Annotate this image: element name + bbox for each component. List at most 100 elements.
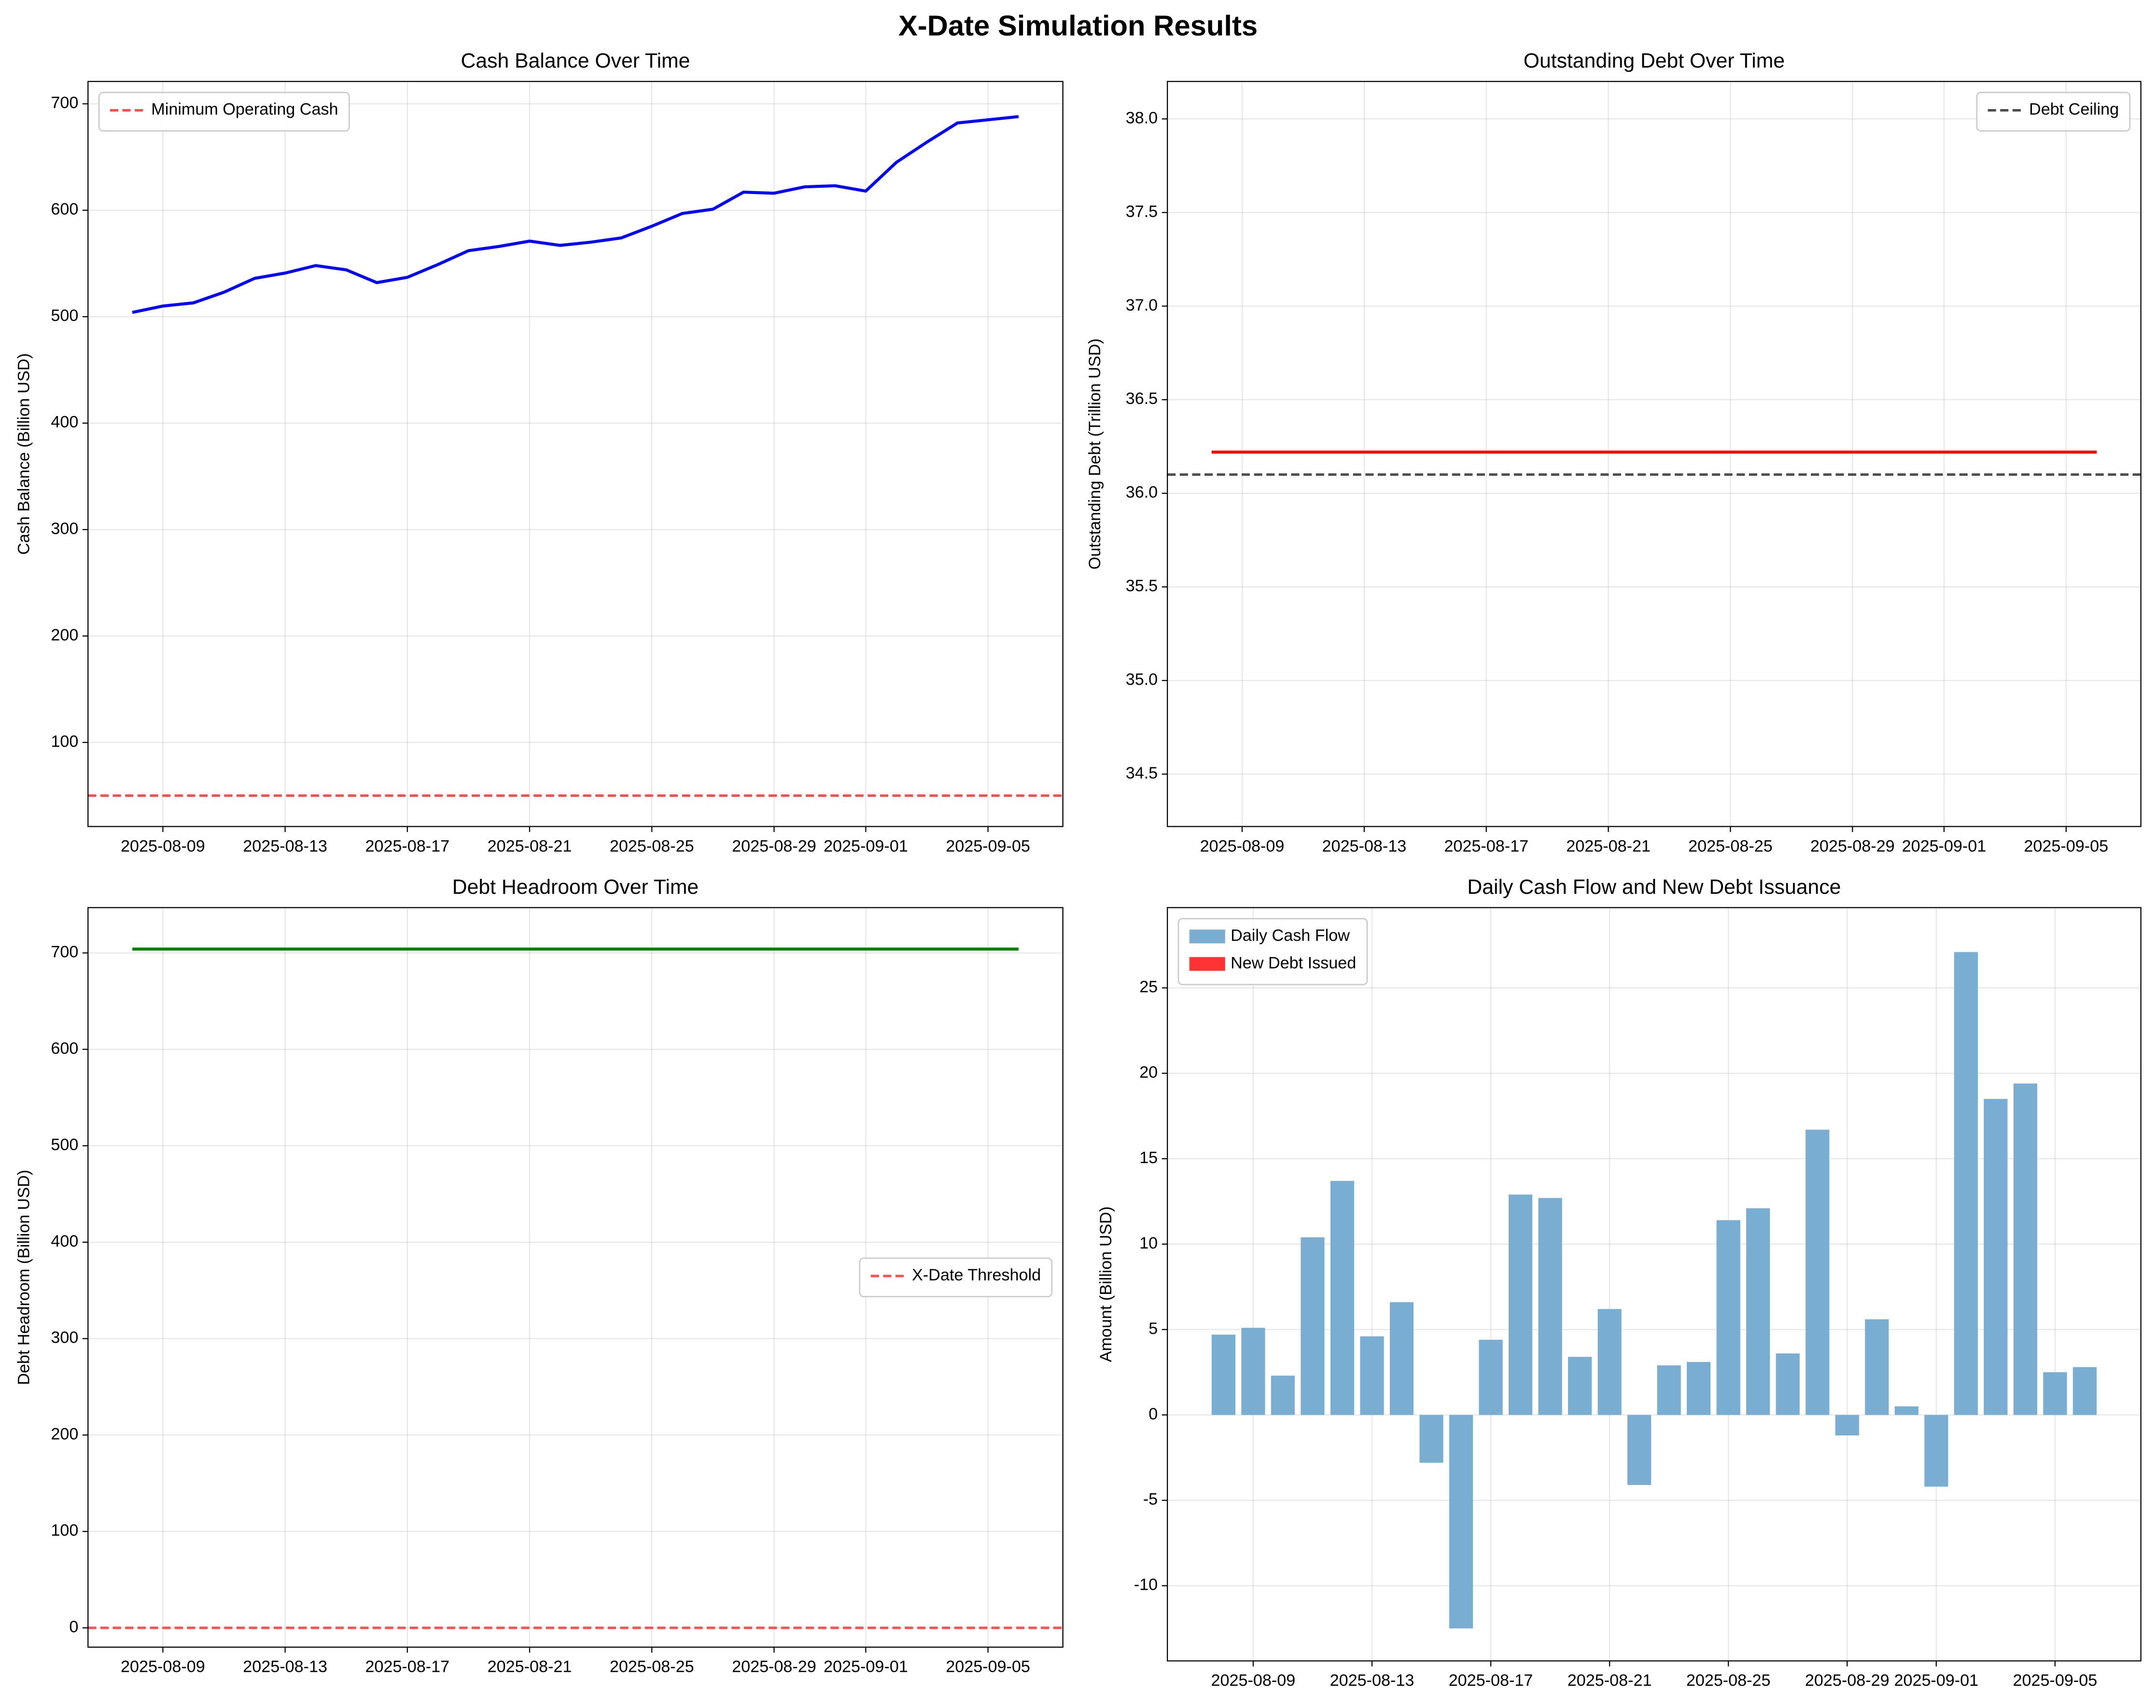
bar <box>2072 1367 2097 1415</box>
bar <box>1597 1309 1622 1415</box>
bar <box>1241 1328 1265 1415</box>
bar <box>1806 1129 1830 1415</box>
x-tick-label: 2025-09-05 <box>946 1658 1030 1676</box>
x-tick-label: 2025-09-05 <box>2013 1671 2098 1690</box>
y-tick-label: 36.5 <box>1126 389 1158 408</box>
x-tick-label: 2025-08-29 <box>1810 837 1895 855</box>
y-tick-label: 25 <box>1139 978 1158 996</box>
x-tick-label: 2025-08-09 <box>121 1658 205 1676</box>
y-tick-label: 20 <box>1139 1063 1158 1082</box>
x-tick-label: 2025-08-21 <box>1568 1671 1652 1690</box>
legend-frame <box>98 92 350 132</box>
x-tick-label: 2025-08-21 <box>488 1658 572 1676</box>
x-tick-label: 2025-08-09 <box>1211 1671 1296 1690</box>
legend-frame <box>859 1257 1053 1298</box>
x-tick-label: 2025-08-29 <box>1805 1671 1890 1690</box>
y-tick-label: 300 <box>51 519 78 538</box>
y-axis-label: Outstanding Debt (Trillion USD) <box>1086 338 1104 569</box>
legend: Daily Cash Flow New Debt Issued <box>1177 917 1368 986</box>
legend-swatch <box>1189 957 1225 971</box>
legend-label: X-Date Threshold <box>912 1266 1041 1284</box>
y-tick-label: 36.0 <box>1126 483 1158 501</box>
x-tick-label: 2025-09-05 <box>946 837 1030 855</box>
axes-frame <box>1166 907 2142 1662</box>
x-tick-label: 2025-08-17 <box>365 837 449 855</box>
bar <box>1360 1336 1384 1415</box>
bar <box>1627 1415 1652 1485</box>
x-tick-label: 2025-08-17 <box>1449 1671 1533 1690</box>
figure-title: X-Date Simulation Results <box>898 10 1258 42</box>
chart-title: Outstanding Debt Over Time <box>1524 49 1785 72</box>
x-tick-label: 2025-09-01 <box>1902 837 1987 855</box>
bar <box>1538 1198 1562 1415</box>
bar <box>1271 1375 1295 1415</box>
x-tick-label: 2025-08-21 <box>488 837 572 855</box>
bar <box>1984 1098 2008 1415</box>
x-tick-label: 2025-08-09 <box>1200 837 1285 855</box>
y-tick-label: -10 <box>1134 1576 1158 1594</box>
bar <box>1389 1302 1414 1415</box>
y-tick-label: 600 <box>51 1039 78 1057</box>
bar <box>1657 1365 1681 1415</box>
x-tick-label: 2025-08-09 <box>121 837 205 855</box>
y-tick-label: 200 <box>51 1425 78 1443</box>
legend-label: Minimum Operating Cash <box>151 100 338 119</box>
y-tick-label: 500 <box>51 306 78 325</box>
y-tick-label: 34.5 <box>1126 764 1158 782</box>
axes-frame <box>87 907 1064 1648</box>
x-tick-label: 2025-08-13 <box>243 837 327 855</box>
bar <box>1954 952 1978 1415</box>
bar <box>2013 1083 2037 1415</box>
bar <box>1776 1353 1800 1415</box>
y-tick-label: 35.0 <box>1126 670 1158 689</box>
legend: X-Date Threshold <box>859 1257 1053 1298</box>
bar <box>1449 1415 1473 1629</box>
x-tick-label: 2025-08-13 <box>243 1658 327 1676</box>
y-tick-label: -5 <box>1143 1490 1158 1509</box>
y-tick-label: 400 <box>51 1232 78 1250</box>
y-tick-label: 10 <box>1139 1234 1158 1252</box>
legend-label: Daily Cash Flow <box>1231 926 1350 944</box>
chart-title: Cash Balance Over Time <box>461 49 690 72</box>
data-line <box>132 115 1019 314</box>
bar <box>1508 1194 1533 1415</box>
legend: Minimum Operating Cash <box>98 92 350 132</box>
y-tick-label: 37.0 <box>1126 296 1158 314</box>
bar <box>1301 1237 1325 1415</box>
y-tick-label: 37.5 <box>1126 202 1158 221</box>
legend-label: New Debt Issued <box>1231 954 1356 972</box>
y-axis-label: Debt Headroom (Billion USD) <box>14 1170 33 1385</box>
subplot: Debt Headroom Over Time Debt Headroom (Bi… <box>14 875 1064 1676</box>
x-tick-label: 2025-08-17 <box>1444 837 1528 855</box>
bar <box>1568 1357 1592 1415</box>
x-tick-label: 2025-09-05 <box>2024 837 2108 855</box>
bar <box>1835 1415 1859 1436</box>
y-tick-label: 35.5 <box>1126 577 1158 595</box>
x-tick-label: 2025-09-01 <box>824 837 908 855</box>
y-tick-label: 38.0 <box>1126 109 1158 127</box>
x-tick-label: 2025-08-25 <box>1688 837 1773 855</box>
y-axis-label: Cash Balance (Billion USD) <box>14 353 33 555</box>
subplot: Daily Cash Flow and New Debt Issuance Amo… <box>1097 875 2142 1690</box>
bar <box>1479 1340 1503 1415</box>
bar <box>1211 1334 1236 1415</box>
y-tick-label: 0 <box>1148 1405 1158 1423</box>
bar <box>1865 1319 1889 1415</box>
x-tick-label: 2025-08-25 <box>610 837 694 855</box>
x-tick-label: 2025-09-01 <box>1894 1671 1978 1690</box>
legend-swatch <box>1189 930 1225 944</box>
y-tick-label: 600 <box>51 200 78 219</box>
x-tick-label: 2025-08-13 <box>1322 837 1407 855</box>
x-tick-label: 2025-08-25 <box>610 1658 694 1676</box>
axes-frame <box>1166 81 2142 827</box>
x-tick-label: 2025-08-17 <box>365 1658 449 1676</box>
y-tick-label: 400 <box>51 413 78 431</box>
chart-title: Daily Cash Flow and New Debt Issuance <box>1467 875 1841 899</box>
x-tick-label: 2025-08-21 <box>1566 837 1651 855</box>
subplot: Outstanding Debt Over Time Outstanding De… <box>1086 49 2142 855</box>
y-axis-label: Amount (Billion USD) <box>1097 1207 1115 1362</box>
x-tick-label: 2025-08-29 <box>732 1658 816 1676</box>
y-tick-label: 5 <box>1148 1319 1158 1338</box>
